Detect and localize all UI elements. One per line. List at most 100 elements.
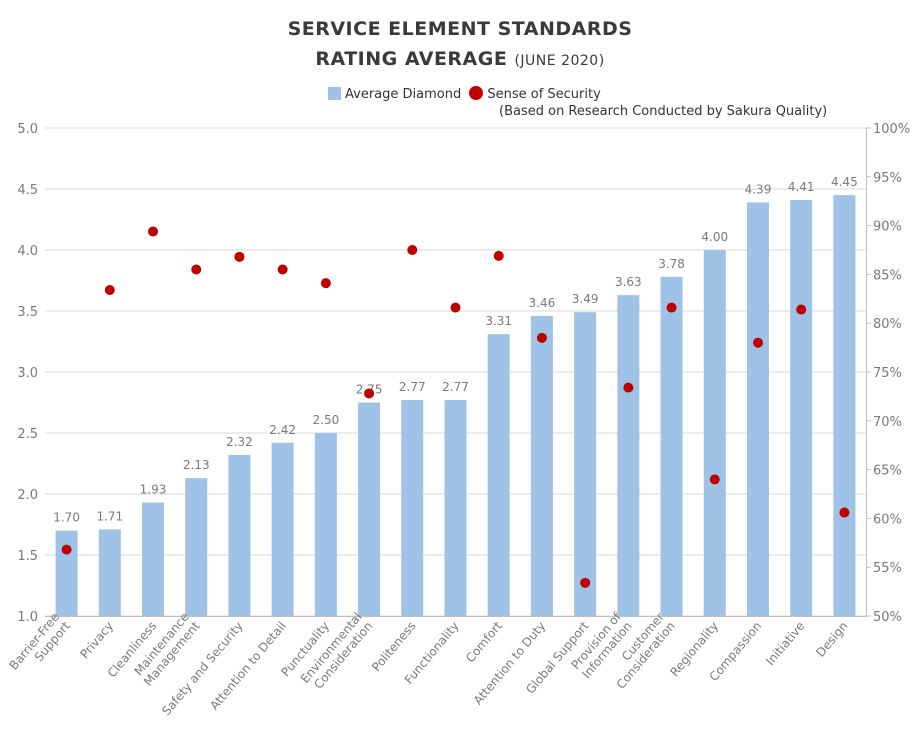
bar-value-label: 2.13 bbox=[183, 458, 210, 472]
security-dot bbox=[320, 278, 331, 289]
bar bbox=[746, 202, 769, 617]
bar-value-label: 2.32 bbox=[226, 435, 253, 449]
y-left-tick-label: 1.5 bbox=[17, 549, 38, 564]
legend-note: (Based on Research Conducted by Sakura Q… bbox=[499, 104, 828, 119]
bar bbox=[444, 400, 467, 616]
security-dot bbox=[104, 285, 115, 296]
bar bbox=[530, 315, 553, 616]
y-left-tick-label: 5.0 bbox=[17, 122, 38, 137]
y-right-tick-label: 70% bbox=[873, 415, 902, 430]
security-dot bbox=[450, 302, 461, 313]
bar bbox=[660, 276, 683, 616]
bar-value-label: 4.45 bbox=[831, 175, 858, 189]
bar-value-label: 3.46 bbox=[529, 296, 556, 310]
y-right-tick-label: 50% bbox=[873, 610, 902, 625]
legend-dot-swatch bbox=[469, 86, 484, 100]
y-right-tick-label: 75% bbox=[873, 366, 902, 381]
bar bbox=[358, 402, 381, 616]
bar-value-label: 2.42 bbox=[269, 423, 296, 437]
bar-value-label: 4.00 bbox=[701, 230, 728, 244]
bar bbox=[487, 334, 510, 616]
title-date: (JUNE 2020) bbox=[514, 53, 605, 69]
y-right-tick-label: 90% bbox=[873, 220, 902, 235]
security-dot bbox=[234, 251, 245, 262]
category-label: Attention to Detail bbox=[207, 619, 289, 713]
security-dot bbox=[277, 264, 288, 275]
legend-item-dot: Sense of Security bbox=[469, 86, 601, 102]
bar-value-label: 1.70 bbox=[53, 511, 80, 525]
security-dot bbox=[364, 388, 375, 399]
legend-bar-label: Average Diamond bbox=[345, 86, 462, 102]
security-dot bbox=[839, 507, 850, 518]
security-dot bbox=[796, 304, 807, 315]
security-dot bbox=[666, 302, 677, 313]
title-line-1: SERVICE ELEMENT STANDARDS bbox=[287, 18, 633, 40]
category-label-line: Comfort bbox=[463, 619, 505, 665]
category-label: Privacy bbox=[77, 619, 116, 661]
y-left-tick-label: 1.0 bbox=[17, 610, 38, 625]
bar bbox=[574, 312, 597, 616]
y-right-tick-label: 60% bbox=[873, 512, 902, 527]
title-line-2: RATING AVERAGE (JUNE 2020) bbox=[0, 44, 920, 76]
bar-value-label: 1.93 bbox=[140, 483, 167, 497]
security-dot bbox=[623, 382, 634, 393]
y-left-tick-label: 4.0 bbox=[17, 244, 38, 259]
bar bbox=[314, 433, 337, 616]
security-dot bbox=[148, 226, 159, 237]
security-dot bbox=[61, 544, 72, 555]
legend-bar-swatch bbox=[328, 86, 341, 100]
y-left-tick-label: 3.5 bbox=[17, 305, 38, 320]
bar-value-label: 3.78 bbox=[658, 257, 685, 271]
security-dot bbox=[580, 577, 591, 588]
title-main: RATING AVERAGE bbox=[315, 48, 508, 70]
bar-value-label: 4.39 bbox=[745, 182, 772, 196]
y-left-tick-label: 2.5 bbox=[17, 427, 38, 442]
y-left-tick-label: 2.0 bbox=[17, 488, 38, 503]
bar-value-label: 4.41 bbox=[788, 180, 815, 194]
y-right-tick-label: 65% bbox=[873, 464, 902, 479]
bar-value-label: 2.77 bbox=[442, 380, 469, 394]
y-right-tick-label: 100% bbox=[873, 122, 910, 137]
category-label-line: Privacy bbox=[77, 619, 116, 661]
bar bbox=[617, 295, 640, 616]
security-dot bbox=[493, 250, 504, 261]
bar bbox=[98, 529, 121, 616]
category-label: Design bbox=[813, 619, 850, 660]
bar bbox=[228, 454, 251, 616]
y-right-tick-label: 95% bbox=[873, 171, 902, 186]
y-left-tick-label: 4.5 bbox=[17, 183, 38, 198]
bar bbox=[185, 478, 208, 616]
security-dot bbox=[752, 337, 763, 348]
y-right-tick-label: 80% bbox=[873, 317, 902, 332]
bar bbox=[833, 195, 856, 616]
bar-value-label: 3.31 bbox=[485, 314, 512, 328]
bar-value-label: 2.50 bbox=[313, 413, 340, 427]
category-label-line: Initiative bbox=[763, 619, 807, 668]
bar bbox=[142, 502, 165, 616]
security-dot bbox=[536, 332, 547, 343]
security-dot bbox=[407, 245, 418, 255]
bar bbox=[401, 400, 424, 616]
bar-value-label: 1.71 bbox=[96, 509, 123, 523]
bar bbox=[271, 442, 294, 616]
security-dot bbox=[709, 474, 720, 485]
bar-value-label: 2.77 bbox=[399, 380, 426, 394]
category-label-line: Design bbox=[813, 619, 850, 660]
legend-dot-label: Sense of Security bbox=[487, 87, 601, 102]
bar-value-label: 3.49 bbox=[572, 292, 599, 306]
legend-item-bar: Average Diamond bbox=[328, 86, 462, 102]
category-label-line: Attention to Detail bbox=[207, 619, 289, 713]
bar bbox=[703, 250, 726, 616]
y-right-tick-label: 85% bbox=[873, 268, 902, 283]
y-right-tick-label: 55% bbox=[873, 561, 902, 576]
legend: Average Diamond Sense of Security bbox=[328, 86, 605, 102]
y-left-tick-label: 3.0 bbox=[17, 366, 38, 381]
bar bbox=[55, 530, 78, 616]
chart-title: SERVICE ELEMENT STANDARDS RATING AVERAGE… bbox=[0, 14, 920, 76]
security-dot bbox=[191, 264, 202, 275]
category-label: Comfort bbox=[463, 619, 505, 665]
bar-value-label: 3.63 bbox=[615, 275, 642, 289]
bar bbox=[790, 199, 813, 617]
category-label: Initiative bbox=[763, 619, 807, 668]
